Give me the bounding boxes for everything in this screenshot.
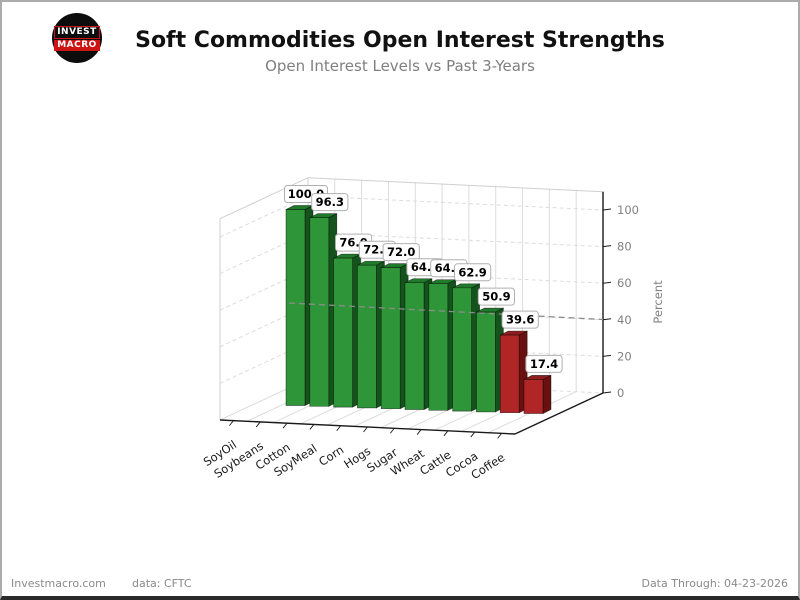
bar-side-face [542,374,552,415]
footer-data-through: Data Through: 04-23-2026 [641,577,788,590]
value-label-box [454,263,492,282]
page-subtitle: Open Interest Levels vs Past 3-Years [265,57,535,75]
value-label-box [311,193,349,212]
logo-invest-text: INVEST [54,25,100,39]
reference-line [288,302,604,321]
investmacro-logo: INVEST MACRO [52,13,102,63]
z-tick-label: 60 [617,276,632,290]
backwall-gridline [307,195,604,211]
z-tick-mark [602,391,612,394]
x-tick-mark [497,433,502,439]
pane-top-edge [307,177,604,193]
value-label-box [525,354,563,373]
y-axis-line [514,392,604,435]
header: INVEST MACRO Soft Commodities Open Inter… [2,2,798,75]
x-tick-mark [282,422,288,429]
z-tick-label: 100 [617,203,639,217]
x-tick-mark [255,421,261,428]
x-tick-mark [470,431,476,438]
bar-front-face [499,334,520,414]
pane-top-edge [219,177,309,220]
x-tick-mark [363,426,368,433]
bar-front-face [333,257,353,408]
x-tick-mark [336,425,342,432]
x-category-label: Corn [316,443,346,469]
footer: Investmacro.com data: CFTC Data Through:… [2,574,798,590]
z-tick-mark [602,318,612,321]
x-tick-mark [229,420,234,426]
bar-front-face [428,283,449,411]
z-tick-mark [602,208,612,211]
bar-value-label: 96.3 [316,195,344,209]
bar-value-label: 62.9 [458,265,486,279]
bar-front-face [452,287,472,412]
bar-value-label: 72.0 [387,245,415,259]
footer-site-text: Investmacro.com [11,577,106,590]
page-title: Soft Commodities Open Interest Strengths [135,28,665,53]
bar-front-face [523,379,544,414]
x-tick-mark [416,429,422,435]
z-tick-label: 0 [617,386,624,400]
x-tick-mark [443,430,449,437]
value-label-box [382,243,420,262]
z-tick-mark [602,354,612,357]
z-axis-title: Percent [651,280,665,324]
bar-front-face [357,264,377,409]
z-tick-mark [602,281,612,284]
bar-value-label: 17.4 [530,357,558,371]
logo-macro-text: MACRO [54,39,100,51]
bar-value-label: 50.9 [482,290,510,304]
z-tick-label: 20 [617,349,632,363]
z-tick-label: 40 [617,313,632,327]
footer-data-source: data: CFTC [132,577,192,590]
z-tick-mark [602,245,612,248]
z-tick-label: 80 [617,240,632,254]
x-tick-mark [389,427,395,434]
bar-front-face [404,282,425,410]
x-tick-mark [309,424,315,430]
bar-front-face [380,267,401,410]
value-label-box [501,310,539,329]
bar-value-label: 39.6 [506,313,534,327]
bar-front-face [476,311,496,413]
value-label-box [477,287,515,306]
bar-front-face [285,209,306,406]
bar-front-face [309,217,330,407]
